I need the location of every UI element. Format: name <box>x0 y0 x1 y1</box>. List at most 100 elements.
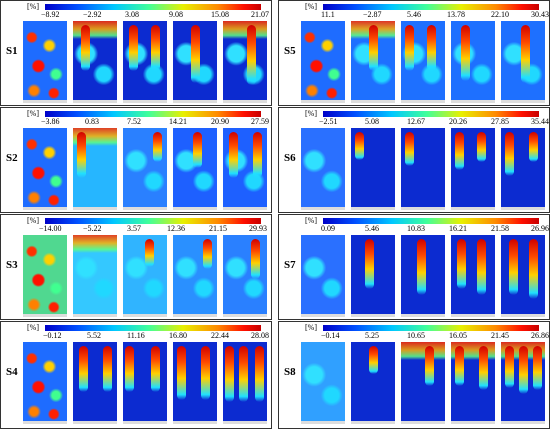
strain-map <box>301 128 345 210</box>
strain-map <box>123 235 167 317</box>
tick-label: 20.90 <box>211 117 229 126</box>
strain-map <box>73 235 117 317</box>
tick-label: −0.12 <box>43 331 62 340</box>
strain-map <box>173 21 217 103</box>
strain-map <box>73 21 117 103</box>
tick-label: 3.57 <box>127 224 141 233</box>
tick-label: 22.10 <box>491 10 509 19</box>
colorbar <box>45 111 261 117</box>
specimen-strip <box>23 235 269 317</box>
colorbar <box>323 218 539 224</box>
tick-label: −2.87 <box>363 10 382 19</box>
unit-label: [%] <box>27 2 39 11</box>
unit-label: [%] <box>305 323 317 332</box>
colorbar-ticks: −0.12 5.52 11.16 16.80 22.44 28.08 <box>33 331 269 341</box>
strain-map <box>223 342 267 424</box>
unit-label: [%] <box>305 216 317 225</box>
tick-label: 5.25 <box>365 331 379 340</box>
tick-label: 21.58 <box>491 224 509 233</box>
tick-label: 16.80 <box>169 331 187 340</box>
colorbar-ticks: −8.92 −2.92 3.08 9.08 15.08 21.07 <box>33 10 269 20</box>
colorbar <box>45 4 261 10</box>
strain-map <box>173 342 217 424</box>
panel-s2: S2 [%] −3.86 0.83 7.52 14.21 20.90 27.59 <box>0 107 272 213</box>
strain-map <box>501 128 545 210</box>
strain-map <box>223 21 267 103</box>
tick-label: 26.96 <box>531 224 549 233</box>
panel-s6: S6 [%] −2.51 5.08 12.67 20.26 27.85 35.4… <box>278 107 550 213</box>
strain-map <box>501 21 545 103</box>
strain-map <box>501 235 545 317</box>
unit-label: [%] <box>27 109 39 118</box>
tick-label: 5.46 <box>407 10 421 19</box>
colorbar-ticks: −3.86 0.83 7.52 14.21 20.90 27.59 <box>33 117 269 127</box>
strain-map <box>501 342 545 424</box>
tick-label: 0.83 <box>85 117 99 126</box>
specimen-strip <box>23 128 269 210</box>
tick-label: 7.52 <box>127 117 141 126</box>
specimen-strip <box>23 21 269 103</box>
panel-s5: S5 [%] 11.1 −2.87 5.46 13.78 22.10 30.43 <box>278 0 550 106</box>
strain-map <box>223 128 267 210</box>
panel-s3: S3 [%] −14.00 −5.22 3.57 12.36 21.15 29.… <box>0 214 272 320</box>
strain-map <box>351 21 395 103</box>
panel-label: S4 <box>6 366 18 378</box>
colorbar <box>323 4 539 10</box>
unit-label: [%] <box>305 2 317 11</box>
tick-label: −0.14 <box>321 331 340 340</box>
specimen-strip <box>301 342 547 424</box>
specimen-strip <box>301 235 547 317</box>
strain-map <box>123 128 167 210</box>
strain-map <box>401 21 445 103</box>
colorbar <box>45 218 261 224</box>
strain-map <box>23 128 67 210</box>
left-column: S1 [%] −8.92 −2.92 3.08 9.08 15.08 21.07… <box>0 0 272 429</box>
tick-label: 35.44 <box>531 117 549 126</box>
panel-label: S2 <box>6 152 18 164</box>
strain-map <box>301 235 345 317</box>
panel-label: S1 <box>6 45 18 57</box>
strain-map <box>401 128 445 210</box>
tick-label: −8.92 <box>41 10 60 19</box>
tick-label: 20.26 <box>449 117 467 126</box>
panel-s4: S4 [%] −0.12 5.52 11.16 16.80 22.44 28.0… <box>0 321 272 429</box>
strain-map <box>451 342 495 424</box>
tick-label: 10.65 <box>407 331 425 340</box>
strain-map <box>223 235 267 317</box>
tick-label: 9.08 <box>169 10 183 19</box>
tick-label: 5.08 <box>365 117 379 126</box>
strain-map <box>301 342 345 424</box>
unit-label: [%] <box>27 216 39 225</box>
specimen-strip <box>23 342 269 424</box>
strain-map <box>451 21 495 103</box>
tick-label: 13.78 <box>447 10 465 19</box>
tick-label: 16.21 <box>449 224 467 233</box>
tick-label: 21.45 <box>491 331 509 340</box>
tick-label: 21.15 <box>209 224 227 233</box>
tick-label: 3.08 <box>125 10 139 19</box>
tick-label: 10.83 <box>407 224 425 233</box>
strain-map <box>401 235 445 317</box>
tick-label: 21.07 <box>251 10 269 19</box>
specimen-strip <box>301 21 547 103</box>
strain-map <box>351 235 395 317</box>
strain-map <box>123 21 167 103</box>
unit-label: [%] <box>27 323 39 332</box>
strain-map <box>73 128 117 210</box>
tick-label: 12.36 <box>167 224 185 233</box>
strain-map <box>23 21 67 103</box>
strain-map <box>351 128 395 210</box>
tick-label: 5.52 <box>87 331 101 340</box>
panel-s1: S1 [%] −8.92 −2.92 3.08 9.08 15.08 21.07 <box>0 0 272 106</box>
colorbar-ticks: 0.09 5.46 10.83 16.21 21.58 26.96 <box>311 224 549 234</box>
tick-label: −2.51 <box>319 117 338 126</box>
tick-label: 27.59 <box>251 117 269 126</box>
tick-label: 27.85 <box>491 117 509 126</box>
colorbar-ticks: −2.51 5.08 12.67 20.26 27.85 35.44 <box>311 117 549 127</box>
panel-label: S5 <box>284 45 296 57</box>
strain-map <box>123 342 167 424</box>
strain-map <box>23 342 67 424</box>
panel-label: S7 <box>284 259 296 271</box>
right-column: S5 [%] 11.1 −2.87 5.46 13.78 22.10 30.43… <box>278 0 550 429</box>
strain-map <box>401 342 445 424</box>
